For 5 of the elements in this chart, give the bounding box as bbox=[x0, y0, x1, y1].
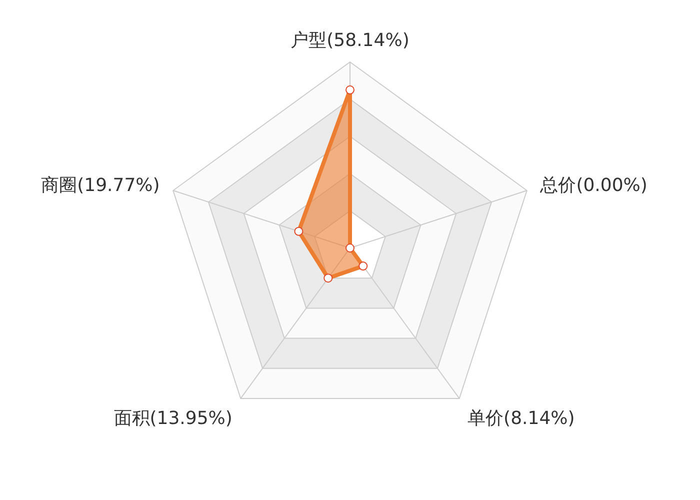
spoke-label: 面积(13.95%) bbox=[114, 408, 232, 429]
spoke-label: 户型(58.14%) bbox=[290, 30, 410, 51]
spoke-label: 总价(0.00%) bbox=[539, 175, 648, 196]
spoke-label: 商圈(19.77%) bbox=[41, 175, 160, 196]
spoke-label: 单价(8.14%) bbox=[468, 408, 575, 429]
